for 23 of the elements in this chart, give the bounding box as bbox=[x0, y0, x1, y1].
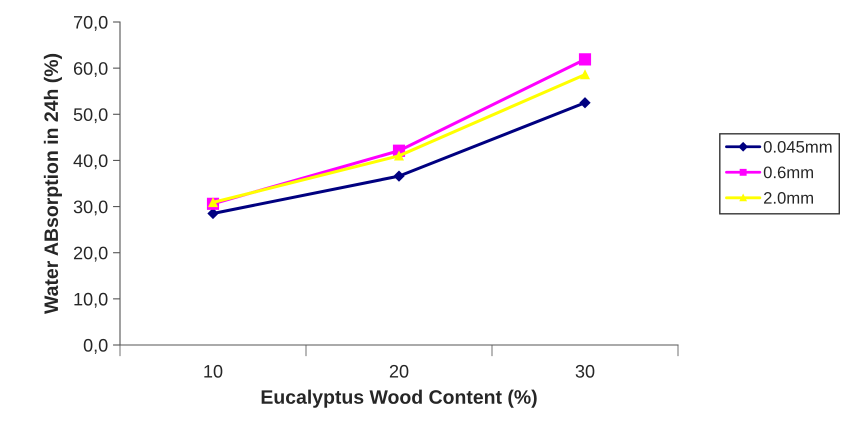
y-tick-label: 40,0 bbox=[73, 154, 108, 170]
y-tick-label: 30,0 bbox=[74, 200, 108, 216]
point bbox=[208, 198, 218, 208]
point bbox=[580, 70, 590, 80]
x-axis-title: Eucalyptus Wood Content (%) bbox=[262, 390, 537, 408]
point bbox=[394, 170, 404, 182]
legend-label: 0.045mm bbox=[764, 140, 832, 153]
point bbox=[208, 208, 218, 219]
y-tick-label: 60,0 bbox=[74, 62, 108, 77]
legend-label: 2.0mm bbox=[764, 192, 813, 204]
y-tick-label: 0,0 bbox=[84, 338, 108, 354]
x-tick-label: 10 bbox=[204, 364, 222, 378]
y-axis-title: Water ABsorption in 24h (%) bbox=[44, 54, 62, 314]
point bbox=[578, 53, 592, 66]
x-tick-label: 30 bbox=[576, 364, 594, 378]
y-tick-label: 70,0 bbox=[74, 16, 108, 31]
x-tick-label: 20 bbox=[390, 364, 408, 378]
legend-label: 0.6mm bbox=[764, 166, 813, 178]
y-tick-label: 50,0 bbox=[74, 108, 108, 124]
y-tick-label: 20,0 bbox=[74, 246, 108, 262]
y-tick-label: 10,0 bbox=[74, 292, 108, 308]
point bbox=[394, 151, 404, 160]
point bbox=[580, 97, 590, 108]
